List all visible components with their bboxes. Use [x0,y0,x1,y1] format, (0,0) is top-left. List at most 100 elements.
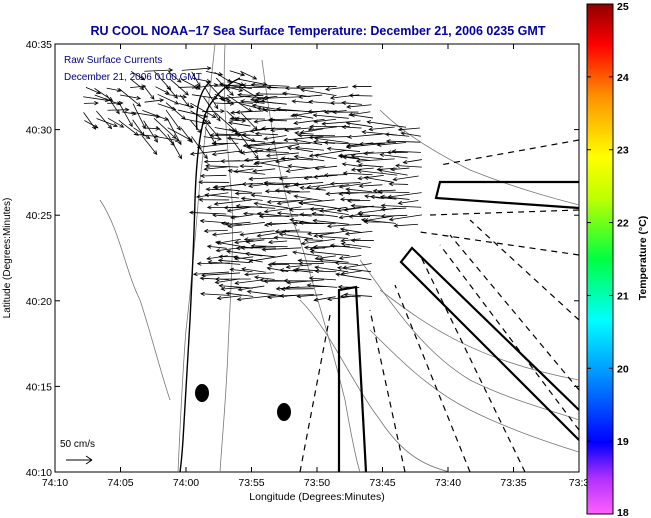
current-vector-head [309,124,314,129]
current-vector [197,143,229,148]
current-vector-head [253,119,259,124]
current-vector-head [345,121,351,126]
current-vector [351,205,386,208]
current-vector [315,165,338,170]
current-vector-head [343,207,349,212]
current-vector-head [274,188,280,193]
current-vector [359,184,383,187]
current-vector-head [249,128,255,133]
current-vector [267,199,300,203]
current-vector [202,110,225,113]
current-vector-head [386,150,392,155]
current-vector-head [266,199,272,205]
current-vector [287,147,313,153]
current-vector-head [296,294,302,299]
station-marker [277,403,291,421]
current-vector-head [150,95,155,100]
current-vector-head [377,189,383,194]
current-vector-head [227,224,233,229]
current-vector-head [276,211,282,216]
current-vector-head [308,135,314,140]
current-vector [233,256,263,263]
current-vector-head [241,181,247,187]
current-vector [389,183,409,185]
current-vector-head [273,235,279,240]
current-vector-head [308,99,314,104]
scale-label: 50 cm/s [60,439,95,450]
current-vector-head [338,215,344,220]
current-vector-head [174,100,180,105]
current-vector-head [266,266,272,271]
current-vector-head [211,152,217,157]
current-vector-head [314,256,320,261]
current-vector [340,228,362,233]
current-vector-head [279,268,284,273]
current-vector-head [240,72,246,77]
x-tick-label: 73:40 [435,477,461,489]
current-vector-head [350,203,356,208]
current-vector [263,135,287,140]
current-vector [392,150,421,153]
current-vector-head [300,88,305,93]
current-vector-head [267,295,272,300]
current-vector-head [397,200,403,205]
current-vector-head [229,91,234,97]
current-vector-head [225,291,231,296]
current-vector-head [248,183,253,189]
current-vector [280,269,299,272]
current-vector [121,111,136,115]
current-vector-head [345,187,351,192]
current-vector-head [230,215,235,220]
current-vector [304,239,323,241]
current-vector [237,294,277,300]
current-vector-head [309,249,315,255]
current-vector [330,244,362,249]
current-vector-head [327,296,332,302]
current-vector-head [141,84,147,89]
current-vector-head [235,246,241,251]
current-vector-head [278,176,284,181]
current-vector-head [244,251,250,257]
current-vector [337,267,371,273]
colorbar-tick-label: 19 [617,436,629,448]
current-vector [243,213,264,215]
current-vector-head [264,189,270,194]
current-vector-head [196,261,202,266]
current-vector [243,141,275,147]
current-vector [255,161,290,169]
current-vector-head [119,123,125,128]
current-vector [264,206,302,213]
current-vector-head [332,110,337,115]
current-vector-head [313,153,319,158]
current-vector-head [233,169,239,174]
current-vector [246,239,265,243]
current-vector [344,294,372,297]
current-vector [251,245,288,248]
current-vector-head [226,208,232,213]
current-vector [324,174,348,176]
current-vector [215,133,242,136]
current-vector-head [230,110,235,115]
current-vector-head [366,120,372,125]
current-vector-head [213,201,219,206]
current-vector-head [250,97,255,102]
current-vector-head [298,220,304,225]
current-vector [241,149,264,154]
current-vector [203,136,222,140]
current-vector-head [329,181,335,186]
current-vector [310,208,349,215]
current-vector [314,230,348,237]
current-vector [319,206,347,212]
current-vector [130,70,145,81]
current-vector [395,165,422,168]
current-vector-head [176,125,181,131]
current-vector [309,101,335,104]
current-vector [295,147,325,151]
colorbar-tick-label: 23 [617,145,629,157]
current-vector-head [224,222,230,227]
current-vector-head [350,167,356,172]
current-vector-head [380,207,386,212]
current-vector-head [364,194,369,199]
current-vector [393,175,419,181]
current-vector-head [337,284,343,290]
